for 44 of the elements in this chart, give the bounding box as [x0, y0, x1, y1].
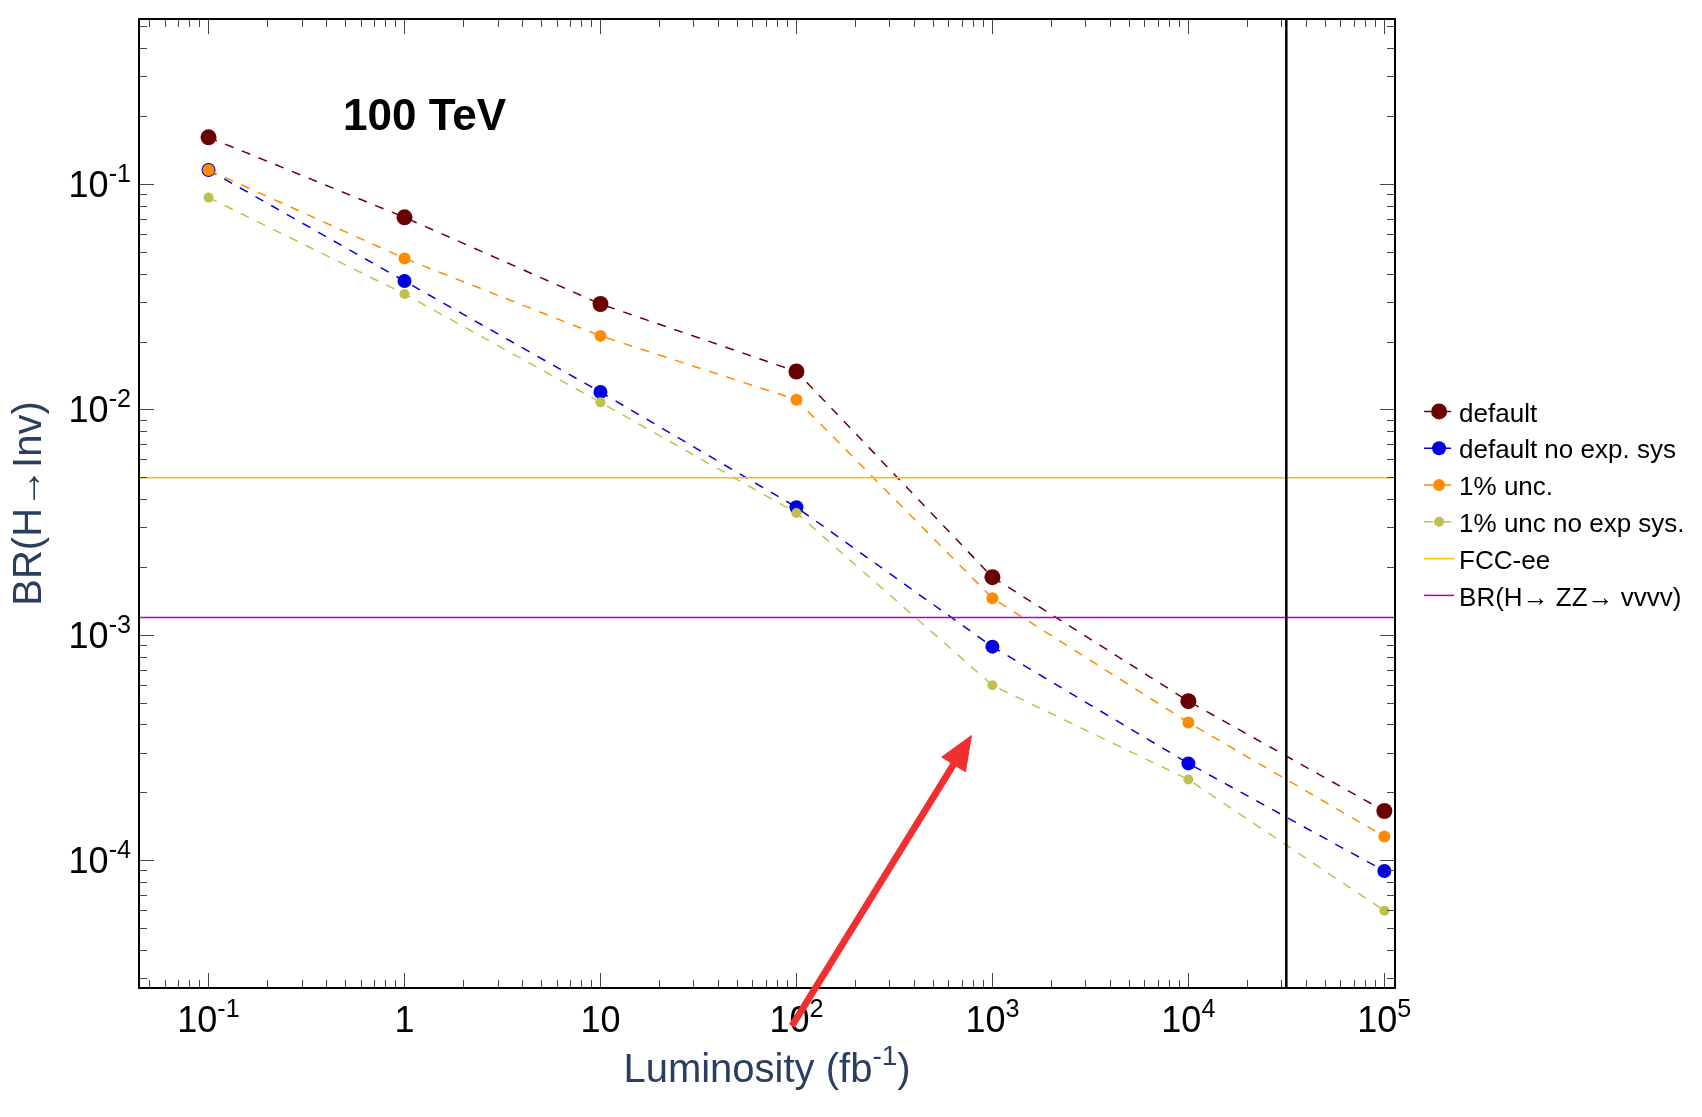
ref-line-label: BR(H→ ZZ→ vvvv) [1459, 581, 1682, 612]
legend-label: 1% unc no exp sys. [1459, 507, 1685, 538]
point [595, 397, 606, 408]
x-axis-title: Luminosity (fb$^{-1}$) [623, 1040, 911, 1090]
point [1183, 774, 1194, 785]
y-tick-label: 10$^{-3}$ [68, 609, 132, 656]
point [203, 192, 214, 203]
point [396, 209, 413, 226]
point [986, 592, 999, 605]
point [1377, 863, 1392, 878]
point [399, 288, 410, 299]
point [1378, 830, 1391, 843]
y-axis-title: BR(H→Inv) [4, 401, 49, 606]
point [1182, 716, 1195, 729]
legend-label: default no exp. sys [1459, 434, 1676, 465]
point [1181, 756, 1196, 771]
x-tick-label: 10 [580, 998, 621, 1040]
x-tick-label: 10$^{-1}$ [177, 993, 240, 1040]
x-tick-label: 1 [394, 998, 415, 1040]
point [397, 274, 412, 289]
point [987, 680, 998, 691]
point [1379, 905, 1390, 916]
x-tick-label: 10$^{4}$ [1161, 993, 1216, 1040]
point [791, 507, 802, 518]
y-tick-label: 10$^{-4}$ [68, 835, 132, 882]
x-tick-label: 10$^{5}$ [1357, 993, 1412, 1040]
point [200, 129, 217, 146]
legend-label: FCC-ee [1459, 544, 1551, 575]
y-tick-label: 10$^{-2}$ [68, 384, 132, 431]
point [790, 393, 803, 406]
y-tick-label: 10$^{-1}$ [68, 159, 132, 206]
point [592, 296, 609, 312]
point [594, 329, 607, 342]
point [593, 385, 608, 400]
point [984, 569, 1001, 586]
legend-label: 1% unc. [1459, 471, 1554, 502]
point [788, 363, 805, 380]
point [1180, 693, 1197, 710]
point [398, 252, 411, 265]
point [1376, 803, 1393, 820]
annotation: 100 TeV [343, 90, 507, 139]
point [985, 639, 1000, 654]
legend-label: default [1459, 397, 1538, 428]
x-tick-label: 10$^{3}$ [965, 993, 1020, 1040]
